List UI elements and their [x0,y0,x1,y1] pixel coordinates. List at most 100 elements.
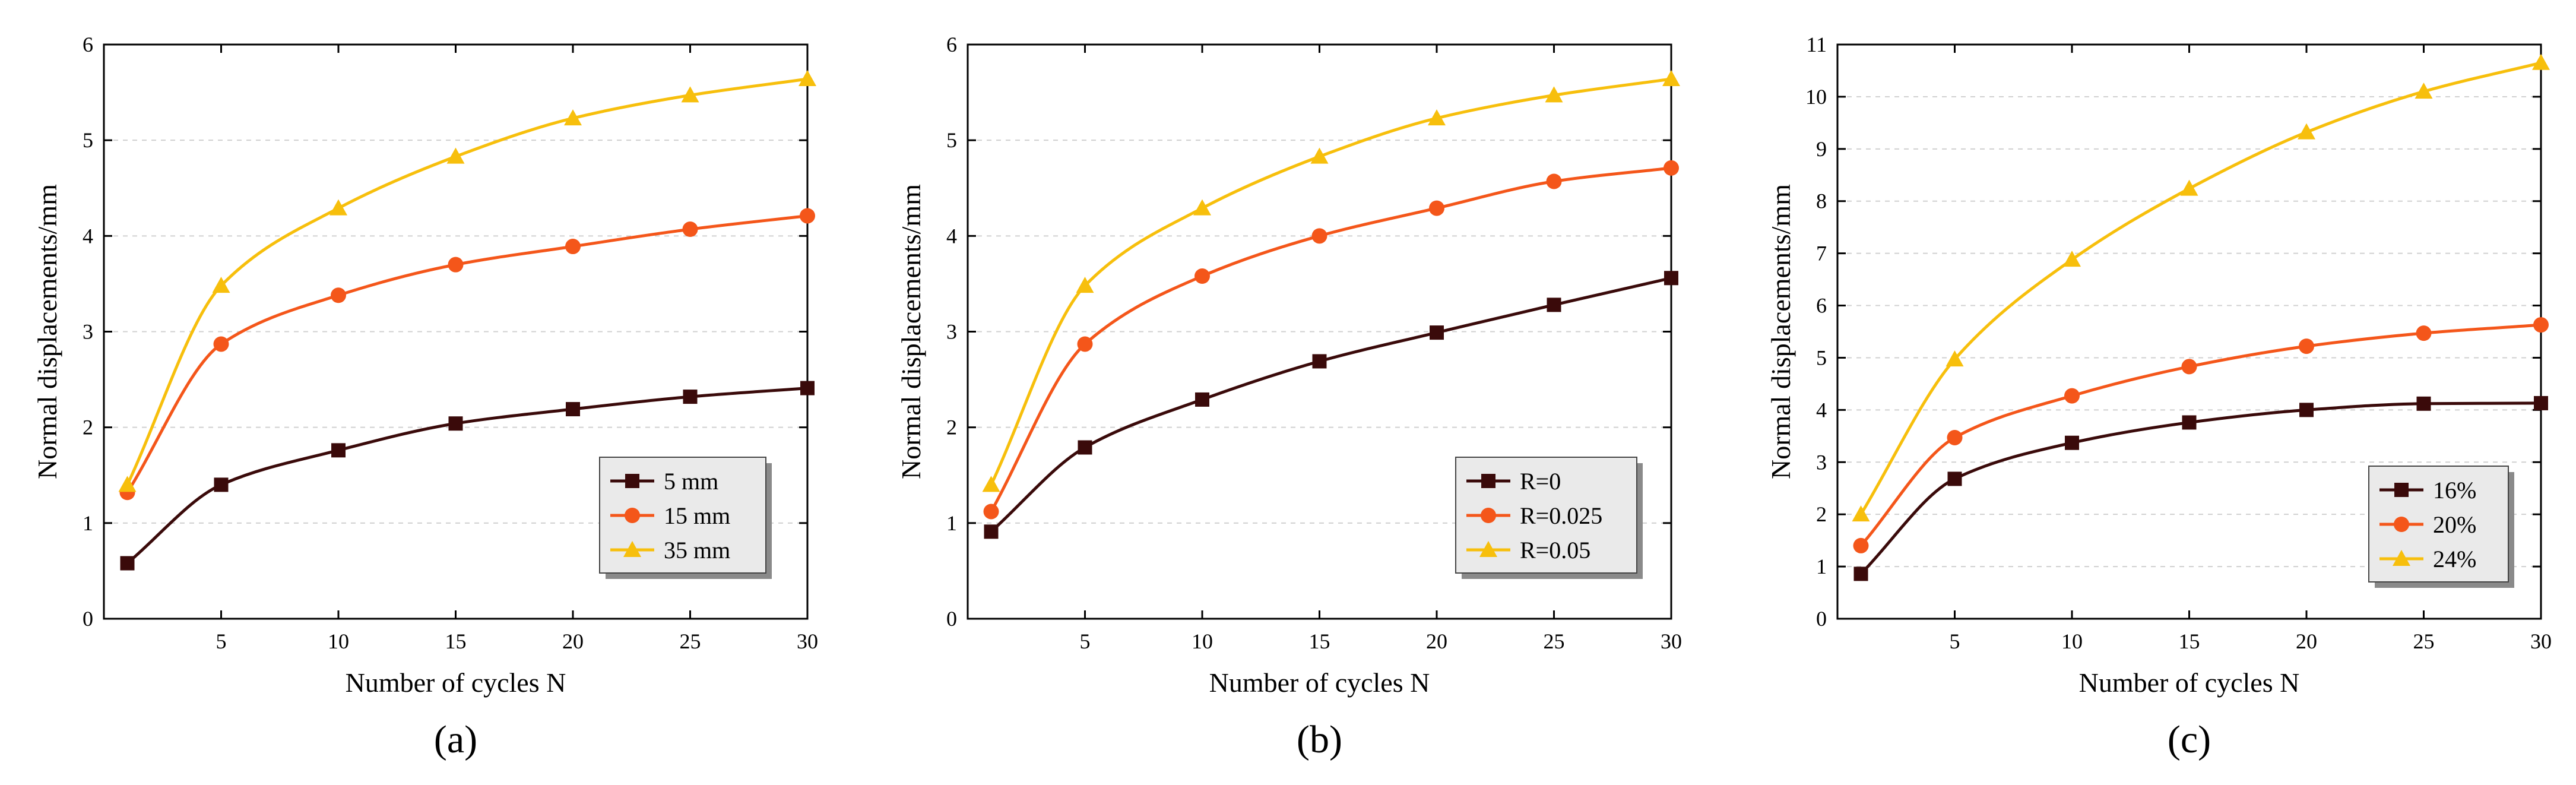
legend-swatch-marker [2393,550,2410,566]
data-point-series-2 [1194,268,1210,284]
legend-label: R=0.05 [1520,537,1590,564]
y-axis-title: Normal displacements/mm [896,184,926,479]
y-tick-label: 3 [83,320,93,344]
data-point-series-1 [2299,403,2314,417]
legend-label: 20% [2433,511,2476,538]
series-line-3 [1859,61,2542,515]
legend-swatch-marker [2394,483,2409,497]
data-point-series-1 [1547,297,1561,312]
data-point-series-3 [681,86,699,103]
data-point-series-2 [1664,160,1679,176]
legend-swatch-marker [625,474,639,488]
y-tick-label: 1 [1816,555,1827,578]
data-point-series-2 [2064,388,2080,404]
y-tick-label: 10 [1805,85,1827,109]
legend-swatch-marker [623,541,641,557]
data-point-series-2 [1853,537,1869,553]
y-tick-label: 6 [946,33,957,56]
x-tick-label: 25 [1544,629,1565,653]
data-point-series-3 [446,147,465,164]
data-point-series-2 [2181,359,2197,375]
y-tick-label: 4 [946,224,957,248]
data-point-series-3 [1946,350,1964,367]
x-tick-label: 25 [680,629,701,653]
panel-label: (c) [2168,718,2211,761]
legend-swatch-marker [1481,474,1495,488]
y-tick-label: 2 [1816,502,1827,526]
data-point-series-2 [1077,336,1093,352]
data-point-series-3 [2180,179,2198,196]
x-tick-label: 5 [1950,629,1960,653]
data-point-series-2 [1429,200,1444,216]
y-tick-label: 0 [1816,607,1827,631]
legend-swatch-marker [625,508,640,523]
x-tick-label: 10 [328,629,349,653]
data-point-series-2 [2299,338,2314,354]
legend-label: 35 mm [664,537,730,564]
y-tick-label: 0 [946,607,957,631]
data-point-series-1 [120,556,135,571]
data-point-series-3 [1076,277,1094,293]
y-tick-label: 2 [83,416,93,439]
data-point-series-2 [2416,325,2432,341]
panel-label: (b) [1297,718,1342,761]
data-point-series-3 [564,109,582,126]
series-line-2 [126,214,808,493]
data-point-series-2 [983,504,999,520]
y-axis-title: Normal displacements/mm [32,184,62,479]
data-point-series-2 [1947,429,1963,445]
data-point-series-1 [984,524,999,539]
legend-label: 16% [2433,477,2476,504]
y-tick-label: 3 [1816,450,1827,474]
y-tick-label: 0 [83,607,93,631]
data-point-series-3 [1310,147,1329,164]
x-tick-label: 20 [562,629,584,653]
y-tick-label: 11 [1806,33,1827,56]
data-point-series-2 [682,221,698,238]
y-tick-label: 6 [1816,294,1827,318]
x-tick-label: 30 [2530,629,2552,653]
x-tick-label: 10 [2061,629,2083,653]
legend-label: R=0.025 [1520,502,1602,529]
chart-panel-2: 0 1 2 3 4 5 6 5 10 15 20 25 30 Number of cycles N Norm… [896,33,1682,761]
data-point-series-1 [1430,325,1444,340]
legend-swatch-marker [2394,517,2409,532]
data-point-series-3 [1193,199,1211,216]
x-axis-title: Number of cycles N [2079,667,2300,698]
x-tick-label: 30 [1661,629,1682,653]
data-point-series-2 [565,239,581,255]
y-tick-label: 2 [946,416,957,439]
data-point-series-1 [331,443,346,458]
data-point-series-1 [1312,354,1327,369]
data-point-series-3 [329,199,347,216]
data-point-series-3 [212,277,230,293]
data-point-series-3 [1662,70,1680,87]
x-tick-label: 30 [797,629,818,653]
data-point-series-1 [214,477,229,492]
y-tick-label: 5 [1816,346,1827,369]
data-point-series-1 [2182,415,2197,430]
data-point-series-1 [2534,395,2548,410]
data-point-series-3 [2532,53,2550,70]
data-point-series-3 [2298,123,2315,140]
chart-panel-1: 0 1 2 3 4 5 6 5 10 15 20 25 30 Number of cycles N Norm… [32,33,818,761]
legend-label: R=0 [1520,468,1561,495]
data-point-series-3 [982,476,1000,492]
data-point-series-2 [448,257,464,273]
x-tick-label: 20 [2296,629,2317,653]
data-point-series-1 [800,381,815,395]
data-point-series-2 [2533,317,2549,333]
x-tick-label: 15 [445,629,467,653]
data-point-series-1 [1195,392,1209,407]
x-tick-label: 15 [1309,629,1330,653]
x-tick-label: 25 [2413,629,2435,653]
data-point-series-1 [1947,471,1962,486]
x-tick-label: 15 [2179,629,2200,653]
y-axis-title: Normal displacements/mm [1766,184,1796,479]
data-point-series-1 [2065,435,2079,450]
chart-panel-3: 0 1 2 3 4 5 6 7 8 9 10 11 5 10 15 20 25 30 Number of cycle… [1766,33,2552,761]
y-tick-label: 5 [946,128,957,152]
y-tick-label: 7 [1816,242,1827,265]
y-tick-label: 5 [83,128,93,152]
x-tick-label: 20 [1426,629,1447,653]
